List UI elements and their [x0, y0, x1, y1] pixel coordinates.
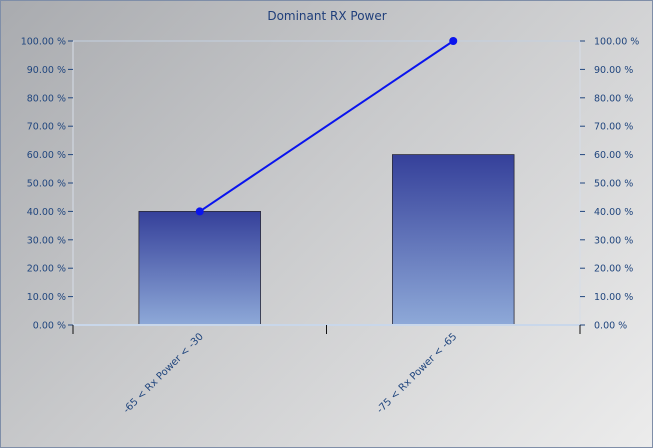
y-tick-label-right: 20.00 % [594, 264, 633, 275]
y-tick-label-left: 0.00 % [33, 321, 66, 332]
y-tick-label-right: 90.00 % [594, 65, 633, 76]
x-tick-label: -75 < Rx Power < -65 [375, 331, 459, 415]
line-series [195, 37, 458, 216]
y-tick-label-left: 90.00 % [27, 65, 66, 76]
y-tick-label-left: 10.00 % [27, 292, 66, 303]
y-tick-label-right: 50.00 % [594, 179, 633, 190]
y-tick-label-left: 20.00 % [27, 264, 66, 275]
y-tick-label-right: 100.00 % [594, 37, 639, 48]
y-tick-label-right: 60.00 % [594, 150, 633, 161]
line-point [195, 207, 204, 216]
y-tick-label-right: 0.00 % [594, 321, 627, 332]
y-tick-label-left: 100.00 % [21, 37, 66, 48]
line-point [449, 37, 458, 45]
y-tick-label-right: 70.00 % [594, 122, 633, 133]
y-tick-label-left: 60.00 % [27, 150, 66, 161]
bar [392, 154, 515, 326]
y-tick-label-left: 80.00 % [27, 93, 66, 104]
y-tick-label-right: 30.00 % [594, 235, 633, 246]
y-tick-label-right: 10.00 % [594, 292, 633, 303]
bar [138, 210, 261, 326]
y-axis-right: 0.00 % 10.00 % 20.00 % 30.00 % 40.00 % 50.00 … [579, 37, 639, 332]
y-tick-label-left: 50.00 % [27, 179, 66, 190]
y-axis-left: 0.00 % 10.00 % 20.00 % 30.00 % 40.00 % 50.00 … [21, 37, 74, 332]
bar-series [138, 154, 515, 326]
line-path [199, 40, 454, 213]
x-axis: -65 < Rx Power < -30 -75 < Rx Power < -65 [72, 324, 581, 416]
y-tick-label-left: 40.00 % [27, 207, 66, 218]
y-tick-label-right: 40.00 % [594, 207, 633, 218]
y-tick-label-right: 80.00 % [594, 93, 633, 104]
chart-title: Dominant RX Power [267, 9, 386, 23]
y-tick-label-left: 30.00 % [27, 235, 66, 246]
x-tick-label: -65 < Rx Power < -30 [121, 331, 205, 415]
y-tick-label-left: 70.00 % [27, 122, 66, 133]
